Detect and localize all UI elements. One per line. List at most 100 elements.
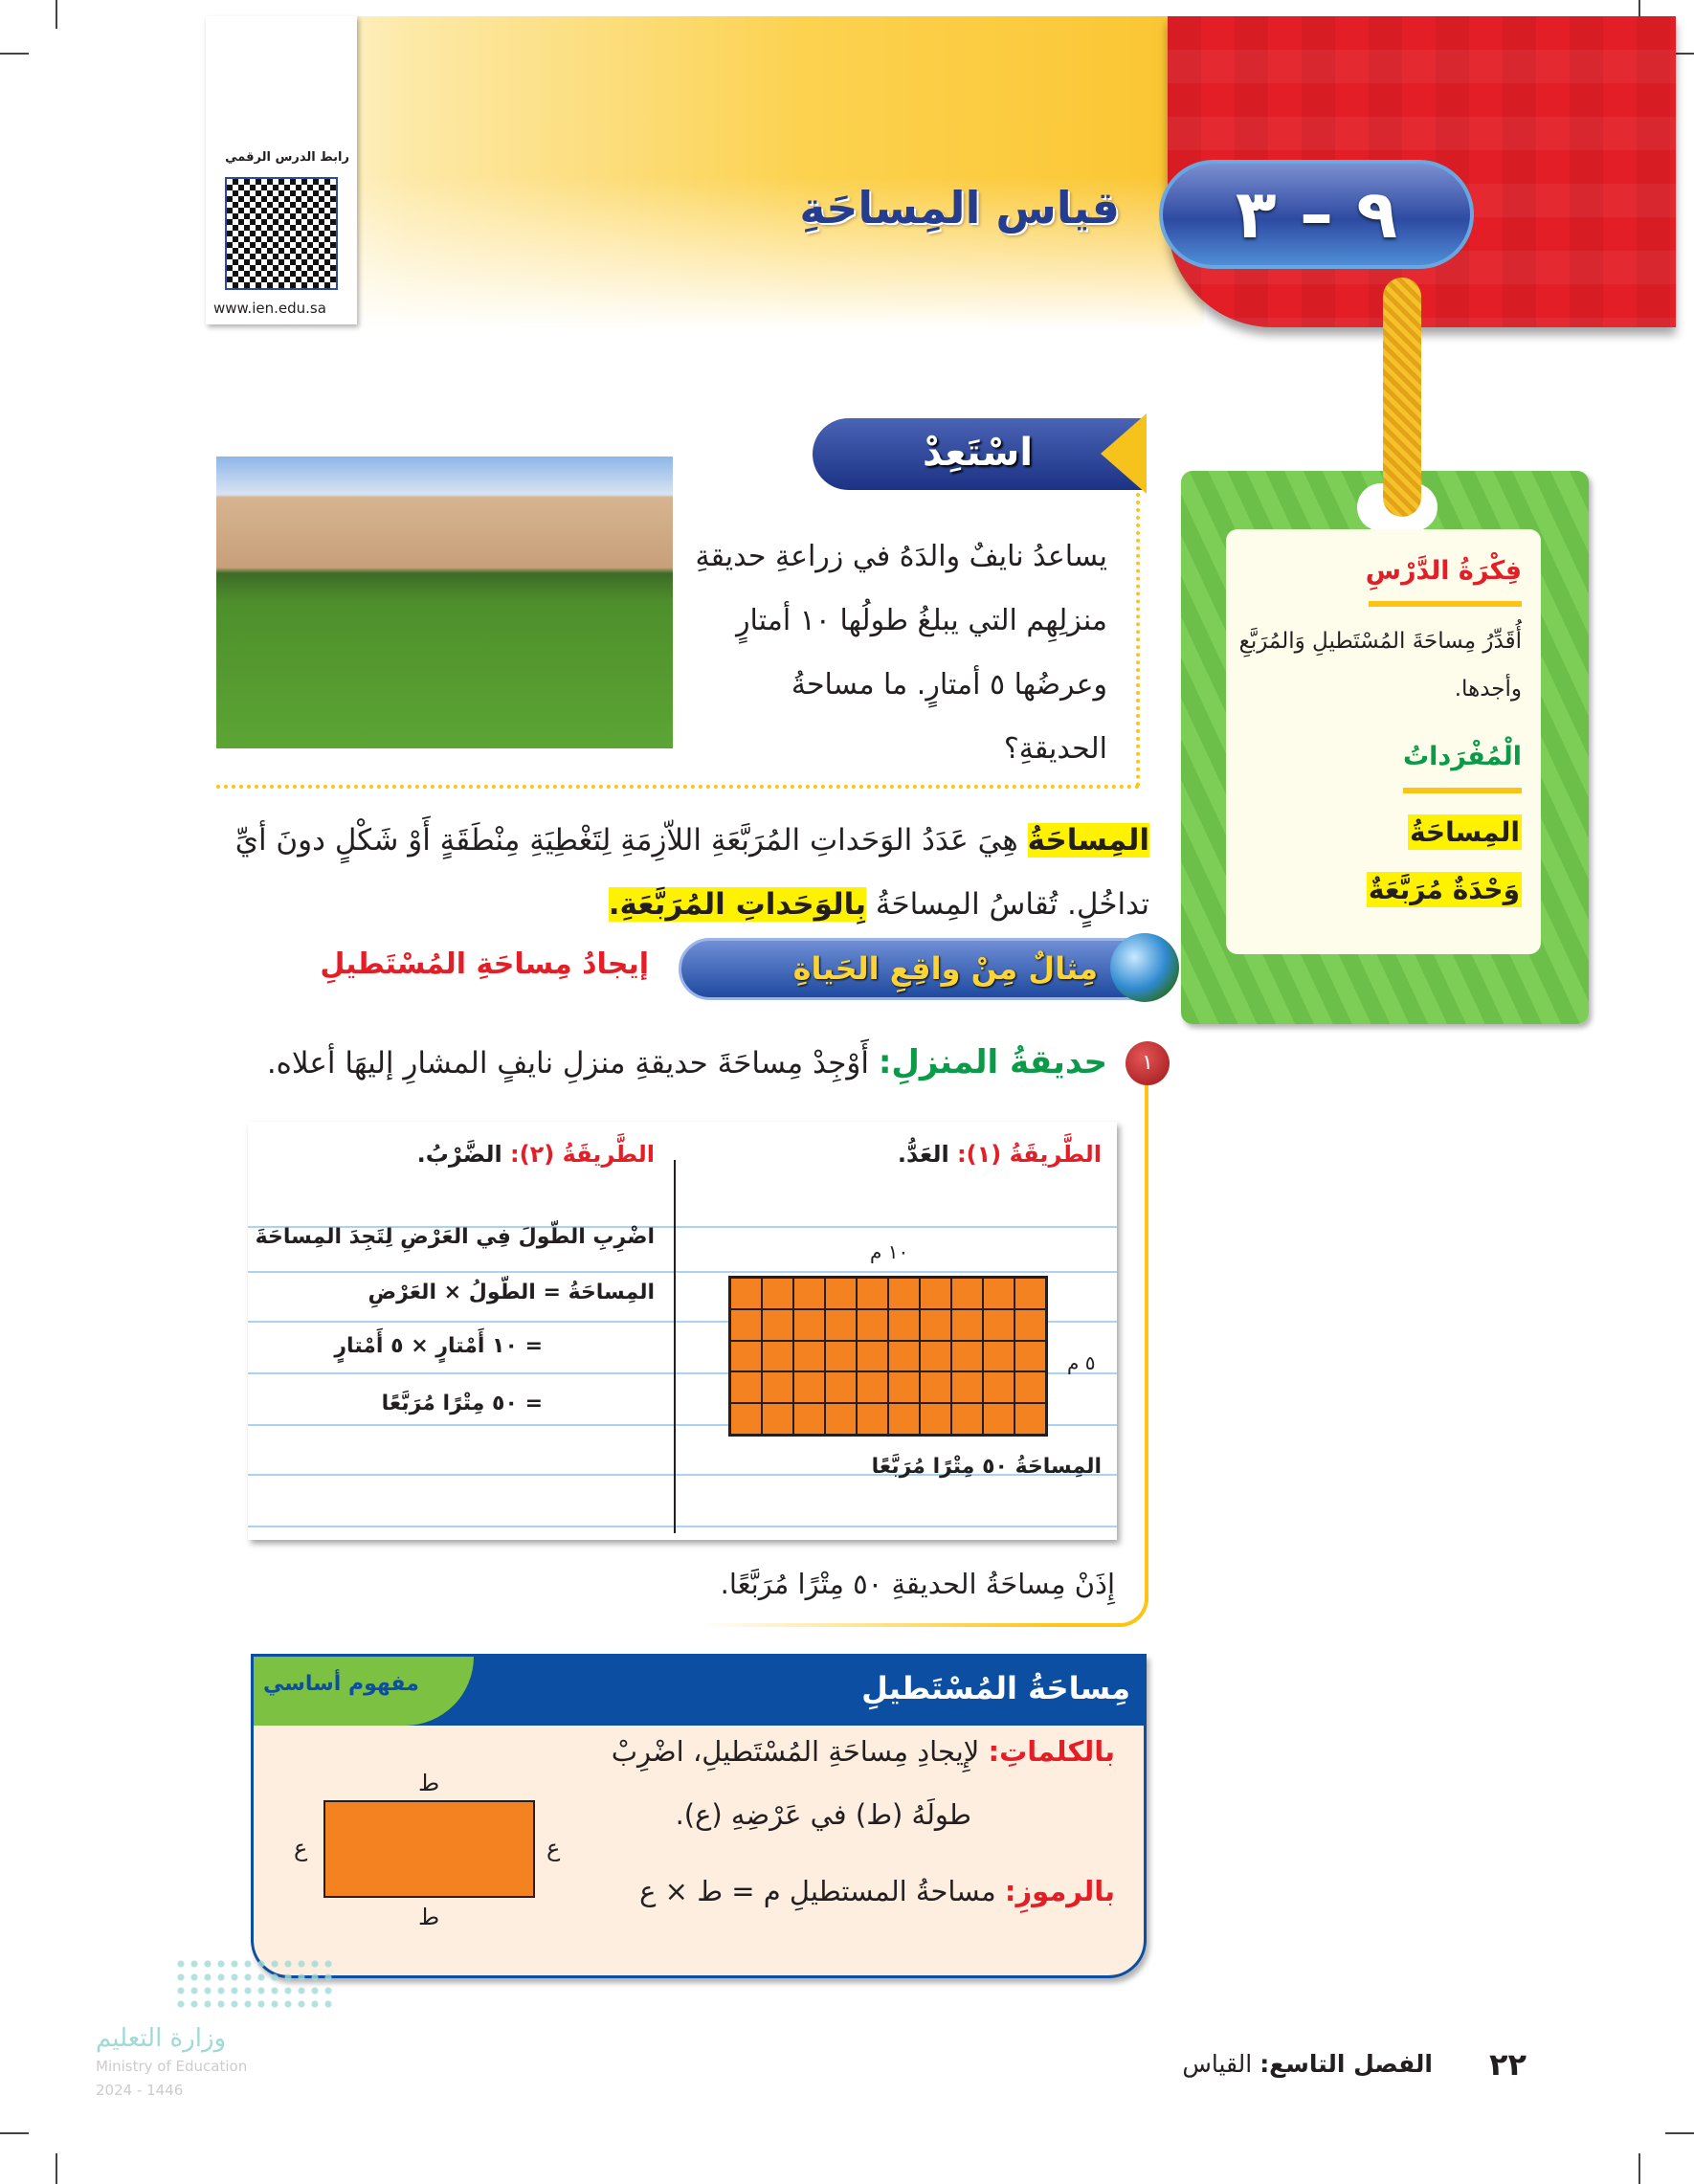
words-text: لإِيجادِ مِساحَةِ المُسْتَطيلِ، اضْرِبْ — [611, 1735, 989, 1768]
unit-square — [1014, 1371, 1046, 1404]
unit-square — [857, 1308, 888, 1341]
ready-text: يساعدُ نايفٌ والدَهُ في زراعةِ حديقةِ من… — [677, 524, 1107, 781]
term: المِساحَةُ — [1027, 823, 1149, 858]
unit-square — [730, 1340, 762, 1372]
unit-square — [951, 1403, 983, 1435]
term: بِالوَحَداتِ المُرَبَّعَةِ. — [608, 887, 866, 922]
example-heading: إيجادُ مِساحَةِ المُسْتَطيلِ — [320, 947, 649, 981]
method-label: الطَّريقَةُ (١): — [957, 1141, 1102, 1168]
method-name: الضَّرْبُ. — [416, 1141, 511, 1168]
ready-line: الحديقةِ؟ — [1003, 732, 1107, 766]
length-symbol: ط — [418, 1904, 440, 1930]
unit-square — [762, 1403, 793, 1435]
words-label: بالكلماتِ: — [988, 1735, 1115, 1768]
ready-line: يساعدُ نايفٌ والدَهُ في زراعةِ حديقةِ — [695, 540, 1107, 573]
definition-text: تداخُلٍ. تُقاسُ المِساحَةُ — [865, 887, 1149, 922]
ready-line: وعرضُها ٥ أمتارٍ. ما مساحةُ — [791, 668, 1107, 702]
unit-square — [888, 1308, 920, 1341]
unit-square — [920, 1278, 951, 1309]
ready-arrow-icon — [1101, 413, 1147, 494]
chapter-name: القياس — [1182, 2050, 1260, 2078]
unit-square — [825, 1340, 857, 1372]
qr-code-icon[interactable] — [225, 177, 338, 290]
method2-title: الطَّريقَةُ (٢): الضَّرْبُ. — [417, 1141, 655, 1168]
method1-result: المِساحَةُ ٥٠ مِتْرًا مُرَبَّعًا — [871, 1455, 1102, 1479]
method2-line: المِساحَةُ = الطّولُ × العَرْضِ — [368, 1281, 655, 1304]
words-line: بالكلماتِ: لإِيجادِ مِساحَةِ المُسْتَطيل… — [612, 1735, 1115, 1768]
unit-square — [888, 1403, 920, 1435]
unit-square — [983, 1340, 1014, 1372]
unit-square — [1014, 1278, 1046, 1309]
lesson-title: قياس المِساحَةِ — [799, 182, 1120, 234]
rope-icon — [1383, 278, 1421, 517]
lesson-info-panel: فِكْرَةُ الدَّرْسِ أُقَدِّرُ مِساحَةَ ال… — [1226, 529, 1541, 954]
unit-square — [730, 1403, 762, 1435]
unit-square — [825, 1403, 857, 1435]
unit-square — [920, 1308, 951, 1341]
header-banner — [209, 16, 1204, 330]
unit-square — [983, 1278, 1014, 1309]
unit-square — [983, 1371, 1014, 1404]
unit-square — [951, 1278, 983, 1309]
method2-line: اضْرِبِ الطّولَ فِي العَرْضِ لِتَجِدَ ال… — [255, 1225, 655, 1249]
unit-square-grid — [728, 1276, 1048, 1437]
method2-line: = ٥٠ مِتْرًا مُرَبَّعًا — [381, 1392, 543, 1415]
ministry-year: 2024 - 1446 — [96, 2082, 184, 2099]
concept-title: مِساحَةُ المُسْتَطيلِ — [861, 1670, 1130, 1706]
width-label: ٥ م — [1067, 1351, 1096, 1374]
example-banner: مِثالٌ مِنْ واقِعِ الحَياةِ — [679, 938, 1177, 1000]
unit-square — [730, 1278, 762, 1309]
unit-square — [730, 1308, 762, 1341]
symbols-text: مساحةُ المستطيلِ م = ط × ع — [639, 1875, 1005, 1907]
key-concept-box: مفهوم أساسي مِساحَةُ المُسْتَطيلِ بالكلم… — [251, 1654, 1147, 1978]
conclusion: إِذَنْ مِساحَةُ الحديقةِ ٥٠ مِتْرًا مُرَ… — [720, 1568, 1115, 1600]
unit-square — [1014, 1308, 1046, 1341]
words-line2: طولَهُ (ط) في عَرْضِهِ (ع). — [675, 1798, 971, 1831]
unit-square — [762, 1371, 793, 1404]
question-text: أَوْجِدْ مِساحَةَ حديقةِ منزلِ نايفٍ الم… — [266, 1046, 879, 1081]
unit-square — [762, 1308, 793, 1341]
ready-line: منزلِهِم التي يبلغُ طولُها ١٠ أمتارٍ — [736, 604, 1107, 637]
example-label: حديقةُ المنزلِ: — [878, 1043, 1107, 1081]
method2-line: = ١٠ أَمْتارٍ × ٥ أَمْتارٍ — [334, 1334, 543, 1358]
ministry-logo-icon — [174, 1957, 337, 2010]
unit-square — [857, 1340, 888, 1372]
unit-square — [920, 1403, 951, 1435]
unit-square — [825, 1308, 857, 1341]
unit-square — [762, 1278, 793, 1309]
idea-title: فِكْرَةُ الدَّرْسِ — [1365, 556, 1522, 586]
unit-square — [825, 1278, 857, 1309]
length-symbol: ط — [418, 1770, 440, 1796]
method-label: الطَّريقَةُ (٢): — [510, 1141, 655, 1168]
method1-title: الطَّريقَةُ (١): العَدُّ. — [898, 1141, 1102, 1168]
unit-square — [951, 1340, 983, 1372]
rectangle-diagram — [323, 1800, 535, 1898]
concept-tag — [254, 1657, 474, 1726]
qr-url: www.ien.edu.sa — [213, 300, 326, 317]
ready-banner: اسْتَعِدْ — [813, 418, 1143, 490]
example-number: ١ — [1126, 1041, 1170, 1085]
unit-square — [1014, 1340, 1046, 1372]
unit-square — [983, 1403, 1014, 1435]
unit-square — [857, 1278, 888, 1309]
concept-tag-label: مفهوم أساسي — [263, 1672, 419, 1696]
ministry-name-ar: وزارة التعليم — [96, 2024, 227, 2053]
qr-label: رابط الدرس الرقمي — [225, 150, 349, 165]
unit-square — [857, 1403, 888, 1435]
chapter-label: الفصل التاسع: — [1259, 2050, 1433, 2078]
qr-card[interactable]: رابط الدرس الرقمي www.ien.edu.sa — [206, 16, 357, 324]
vocab-title: الْمُفْرَداتُ — [1403, 742, 1522, 771]
width-symbol: ع — [294, 1835, 308, 1861]
unit-square — [825, 1371, 857, 1404]
unit-square — [762, 1340, 793, 1372]
symbols-line: بالرموزِ: مساحةُ المستطيلِ م = ط × ع — [639, 1875, 1115, 1907]
unit-square — [793, 1340, 825, 1372]
globe-icon — [1110, 933, 1179, 1002]
unit-square — [793, 1403, 825, 1435]
unit-square — [793, 1308, 825, 1341]
width-symbol: ع — [546, 1835, 561, 1861]
vocab-item: المِساحَةُ — [1407, 814, 1522, 850]
vocab-item: وَحْدَةٌ مُرَبَّعَةٌ — [1366, 872, 1522, 907]
unit-square — [920, 1371, 951, 1404]
unit-square — [888, 1340, 920, 1372]
